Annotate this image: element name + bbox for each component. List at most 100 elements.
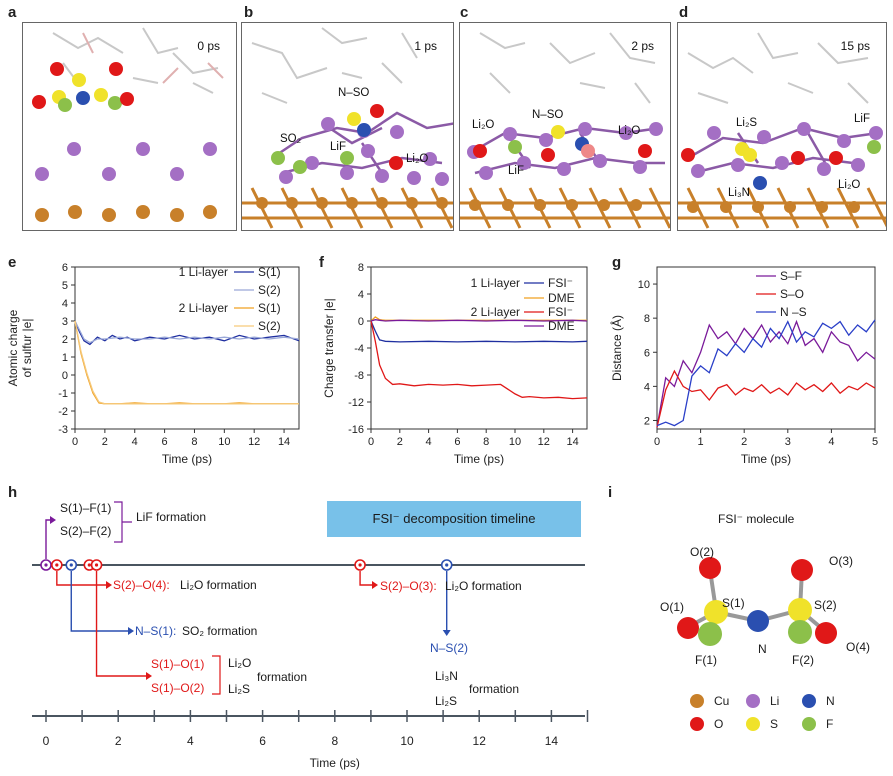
x-tick-label: 4 bbox=[828, 436, 834, 448]
panel-label-b: b bbox=[244, 4, 254, 21]
fsi-molecule bbox=[677, 557, 837, 646]
snapshot-d-label-li3n: Li₃N bbox=[728, 187, 750, 199]
legend-label: Li bbox=[770, 694, 780, 708]
time-tick-label: 4 bbox=[187, 734, 194, 748]
snapshot-c-label-lif: LiF bbox=[508, 165, 524, 177]
panel-label-f: f bbox=[319, 254, 324, 271]
y-tick-label: 6 bbox=[644, 347, 650, 359]
tl-sf2: S(2)–F(2) bbox=[60, 524, 112, 538]
legend-swatch bbox=[746, 717, 760, 731]
arrow-lif bbox=[50, 516, 56, 524]
arrow-so24 bbox=[106, 581, 112, 589]
y-tick-label: 3 bbox=[62, 316, 68, 328]
event-marker-dot bbox=[94, 563, 99, 567]
y-tick-label: 8 bbox=[358, 262, 364, 274]
tl-li2s-d: Li₂S bbox=[435, 694, 458, 708]
tl-ns1: N–S(1): bbox=[135, 624, 177, 638]
timeline-banner: FSI⁻ decomposition timeline bbox=[327, 501, 581, 537]
y-tick-label: 4 bbox=[358, 289, 364, 301]
time-tick-label: 6 bbox=[259, 734, 266, 748]
mol-label-o3: O(3) bbox=[829, 554, 853, 568]
time-tick-label: 12 bbox=[473, 734, 487, 748]
legend-group-label: 1 Li-layer bbox=[179, 265, 228, 279]
snapshot-a-time: 0 ps bbox=[197, 39, 220, 53]
x-tick-label: 10 bbox=[218, 436, 230, 448]
snapshot-c: 2 ps Li₂O N–SO Li₂O LiF bbox=[459, 22, 671, 231]
x-tick-label: 2 bbox=[741, 436, 747, 448]
panel-label-a: a bbox=[8, 4, 17, 21]
tl-ns2: N–S(2) bbox=[430, 641, 469, 655]
panel-label-h: h bbox=[8, 484, 18, 501]
legend-item-n: N bbox=[802, 694, 835, 708]
tl-formation-d: formation bbox=[469, 682, 520, 696]
tl-so11: S(1)–O(1) bbox=[151, 657, 205, 671]
y-axis-label: of sulfur |e| bbox=[20, 319, 34, 378]
legend-swatch bbox=[802, 717, 816, 731]
atom-f2 bbox=[788, 620, 812, 644]
legend-swatch bbox=[802, 694, 816, 708]
panel-label-c: c bbox=[460, 4, 469, 21]
mol-label-s1: S(1) bbox=[722, 596, 745, 610]
tl-formation-b: formation bbox=[257, 670, 308, 684]
x-tick-label: 6 bbox=[454, 436, 460, 448]
mol-label-f2: F(2) bbox=[792, 653, 814, 667]
legend-item-s: S bbox=[746, 717, 778, 731]
tl-li2o-b: Li₂O bbox=[228, 656, 252, 670]
x-tick-label: 0 bbox=[368, 436, 374, 448]
time-tick-label: 0 bbox=[43, 734, 50, 748]
y-tick-label: -3 bbox=[58, 424, 68, 436]
y-tick-label: -4 bbox=[354, 343, 364, 355]
arrow-ns2 bbox=[442, 630, 451, 636]
event-marker-dot bbox=[55, 563, 59, 567]
legend-group-label: 2 Li-layer bbox=[179, 301, 228, 315]
series-line bbox=[370, 320, 588, 400]
snapshot-d-time: 15 ps bbox=[840, 39, 870, 53]
y-tick-label: -1 bbox=[58, 388, 68, 400]
x-tick-label: 12 bbox=[538, 436, 550, 448]
x-tick-label: 4 bbox=[426, 436, 432, 448]
y-tick-label: 2 bbox=[644, 415, 650, 427]
series-line bbox=[656, 369, 876, 428]
mol-label-o4: O(4) bbox=[846, 640, 870, 654]
mol-label-n: N bbox=[758, 642, 767, 656]
legend-entry-label: S–O bbox=[780, 287, 804, 301]
atom-s1 bbox=[704, 600, 728, 624]
x-tick-label: 3 bbox=[785, 436, 791, 448]
x-tick-label: 5 bbox=[872, 436, 878, 448]
y-tick-label: 10 bbox=[638, 279, 650, 291]
legend-label: F bbox=[826, 717, 834, 731]
x-tick-label: 2 bbox=[397, 436, 403, 448]
legend-group-label: 1 Li-layer bbox=[471, 276, 520, 290]
y-axis-label: Distance (Å) bbox=[609, 315, 624, 381]
connector-so1 bbox=[95, 571, 146, 677]
time-tick-label: 10 bbox=[400, 734, 414, 748]
x-tick-label: 6 bbox=[162, 436, 168, 448]
y-tick-label: 6 bbox=[62, 262, 68, 274]
atom-s2 bbox=[788, 598, 812, 622]
atom-o1 bbox=[677, 617, 699, 639]
event-marker-dot bbox=[69, 563, 73, 567]
y-tick-label: -2 bbox=[58, 406, 68, 418]
snapshot-b-label-lif: LiF bbox=[330, 141, 346, 153]
arrow-so23 bbox=[372, 581, 378, 589]
panel-label-e: e bbox=[8, 254, 17, 271]
snapshot-a-render bbox=[32, 27, 224, 222]
panel-label-d: d bbox=[679, 4, 689, 21]
tl-so2-formation: SO₂ formation bbox=[182, 624, 258, 638]
snapshot-c-time: 2 ps bbox=[631, 39, 654, 53]
legend-entry-label: FSI⁻ bbox=[548, 276, 573, 290]
snapshot-d-label-li2o: Li₂O bbox=[838, 179, 861, 191]
atom-o2 bbox=[699, 557, 721, 579]
legend-label: N bbox=[826, 694, 835, 708]
legend-entry-label: DME bbox=[548, 291, 575, 305]
tl-so23: S(2)–O(3): bbox=[380, 579, 437, 593]
chart-g-distance: 0 1 2 3 4 5 2 4 6 8 10 Time (ps) Distance (Å) S–F S–O N… bbox=[609, 266, 878, 466]
mol-label-o2: O(2) bbox=[690, 545, 714, 559]
x-tick-label: 2 bbox=[102, 436, 108, 448]
legend-swatch bbox=[746, 694, 760, 708]
time-tick-label: 2 bbox=[115, 734, 122, 748]
series-line bbox=[656, 319, 876, 428]
arrow-so1 bbox=[146, 672, 152, 680]
tl-lif-formation: LiF formation bbox=[136, 510, 207, 524]
atom-f1 bbox=[698, 622, 722, 646]
